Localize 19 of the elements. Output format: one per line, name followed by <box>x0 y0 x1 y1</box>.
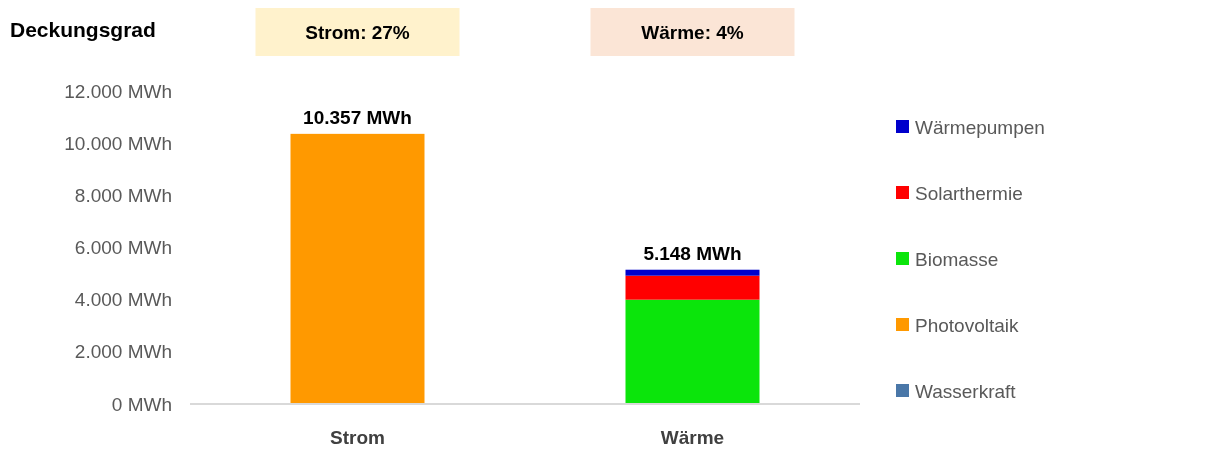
legend-label: Solarthermie <box>915 182 1023 204</box>
text: Wärme: 4% <box>641 21 744 43</box>
y-tick-label: 2.000 MWh <box>74 341 172 363</box>
x-tick-label: Wärme <box>660 427 725 448</box>
y-tick-label: 0 MWh <box>111 393 172 415</box>
total-label: 10.357 MWh <box>303 106 412 128</box>
y-tick-label: 4.000 MWh <box>74 289 172 311</box>
legend-label: Wärmepumpen <box>915 116 1045 138</box>
y-tick-label: 8.000 MWh <box>74 184 172 206</box>
y-tick-label: 6.000 MWh <box>74 237 172 259</box>
total-label: 5.148 MWh <box>643 242 742 264</box>
legend-label: Photovoltaik <box>915 314 1020 336</box>
x-tick-label: Strom <box>330 427 385 448</box>
y-tick-label: 10.000 MWh <box>64 132 172 154</box>
y-tick-label: 12.000 MWh <box>64 80 172 102</box>
chart-title: Deckungsgrad <box>10 18 156 42</box>
legend-label: Biomasse <box>915 248 999 270</box>
legend-label: Wasserkraft <box>915 380 1017 402</box>
text: Strom: 27% <box>305 21 410 43</box>
